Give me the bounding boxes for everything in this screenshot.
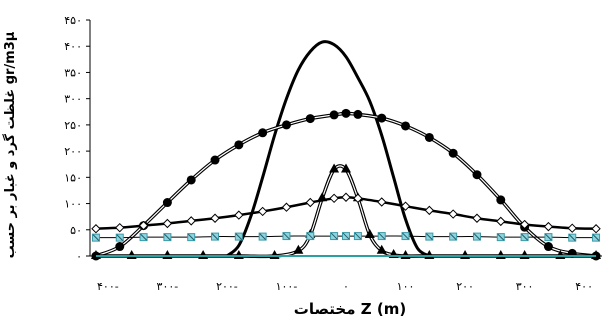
data-point	[281, 120, 291, 130]
data-point	[401, 121, 411, 131]
data-point	[329, 163, 340, 173]
data-point-cross	[402, 232, 409, 240]
data-point	[162, 198, 172, 208]
data-point	[186, 216, 196, 226]
y-tick-label: ۳۰۰	[64, 93, 82, 106]
series-line-outer	[95, 164, 597, 259]
series-3	[90, 163, 602, 259]
chart-series	[90, 40, 602, 261]
data-point-cross	[306, 232, 314, 240]
data-point	[115, 242, 125, 252]
series-line	[225, 40, 431, 258]
data-point-cross	[140, 233, 147, 241]
chart-ticks: ۰ ۵۰ ۱۰۰ ۱۵۰ ۲۰۰ ۲۵۰ ۳۰۰ ۳۵۰ ۴۰۰ ۴۵۰ ۴۰۰- ۳۰۰- ۲۰۰- ۱…	[64, 14, 593, 293]
y-tick-label: ۲۰۰	[64, 145, 82, 158]
data-point-cross	[354, 232, 362, 240]
y-tick-label: ۲۵۰	[64, 119, 82, 132]
data-point	[91, 224, 101, 234]
data-point-cross	[449, 233, 457, 240]
data-point	[376, 244, 387, 254]
x-tick-label: ۳۰۰-	[157, 280, 179, 293]
y-axis-title: غلظت گرد و غبار بر حسب gr/m3µ	[2, 31, 18, 258]
data-point-cross	[545, 233, 552, 241]
data-point-cross	[425, 233, 433, 240]
data-point	[329, 193, 339, 204]
data-point-cross	[342, 232, 350, 240]
data-point	[186, 175, 196, 185]
data-point	[138, 220, 149, 231]
series-1	[225, 40, 431, 258]
data-point	[377, 197, 387, 207]
series-line-inner	[95, 165, 597, 257]
data-point-cross	[592, 234, 600, 241]
data-point	[472, 170, 482, 180]
data-point-cross	[568, 234, 576, 241]
data-point	[472, 213, 482, 223]
data-point	[496, 195, 506, 205]
data-point	[341, 163, 351, 173]
data-point-cross	[330, 232, 338, 240]
data-point-cross	[164, 233, 171, 241]
data-point	[293, 244, 304, 254]
data-point	[353, 109, 363, 119]
y-tick-label: ۳۵۰	[64, 66, 82, 79]
data-point-cross	[187, 233, 195, 241]
data-point	[400, 201, 411, 211]
y-tick-label: ۱۰۰	[64, 198, 82, 211]
y-tick-label: ۵۰	[70, 224, 82, 237]
data-point-cross	[378, 232, 386, 240]
data-point	[210, 155, 220, 165]
data-point	[377, 113, 387, 123]
data-point-cross	[283, 232, 290, 240]
data-point	[519, 219, 530, 230]
data-point	[424, 205, 435, 216]
data-point-cross	[259, 233, 267, 240]
y-tick-label: ۱۵۰	[64, 171, 82, 184]
x-tick-label: ۴۰۰-	[97, 280, 119, 293]
data-point-cross	[211, 233, 219, 240]
y-tick-label: ۴۵۰	[64, 14, 82, 27]
x-tick-label: ۲۰۰	[456, 280, 474, 293]
data-point	[341, 192, 351, 202]
series-5	[91, 232, 601, 242]
y-tick-label: ۴۰۰	[64, 40, 82, 53]
data-point	[258, 128, 268, 138]
series-4	[91, 192, 601, 234]
data-point	[210, 213, 220, 223]
y-tick-label: ۰	[76, 250, 82, 263]
data-point	[567, 223, 577, 233]
data-point	[305, 197, 315, 208]
data-point-cross	[473, 233, 481, 240]
data-point	[162, 218, 173, 229]
data-point-cross	[497, 233, 505, 241]
data-point	[424, 132, 434, 142]
data-point	[448, 209, 458, 219]
data-point	[234, 210, 244, 220]
data-point	[257, 206, 268, 217]
data-point	[591, 224, 601, 234]
data-point	[329, 110, 339, 120]
data-point	[305, 114, 315, 124]
data-point	[341, 108, 351, 118]
data-point-cross	[521, 233, 528, 241]
x-axis-title: مختصات Z (m)	[294, 300, 406, 318]
data-point	[115, 222, 125, 233]
data-point-cross	[92, 234, 100, 241]
data-point	[234, 140, 244, 150]
data-point	[496, 216, 506, 227]
x-tick-label: ۱۰۰-	[276, 280, 298, 293]
x-tick-label: ۰	[343, 280, 349, 293]
x-tick-label: ۱۰۰	[397, 280, 415, 293]
data-point-cross	[235, 233, 243, 240]
data-point-cross	[116, 234, 124, 241]
x-tick-label: ۲۰۰-	[216, 280, 238, 293]
data-point	[281, 202, 292, 212]
x-tick-label: ۴۰۰	[575, 280, 593, 293]
data-point	[543, 242, 553, 252]
data-point	[353, 193, 363, 204]
data-point	[543, 221, 554, 232]
x-tick-label: ۳۰۰	[516, 280, 534, 293]
data-point	[448, 148, 458, 158]
